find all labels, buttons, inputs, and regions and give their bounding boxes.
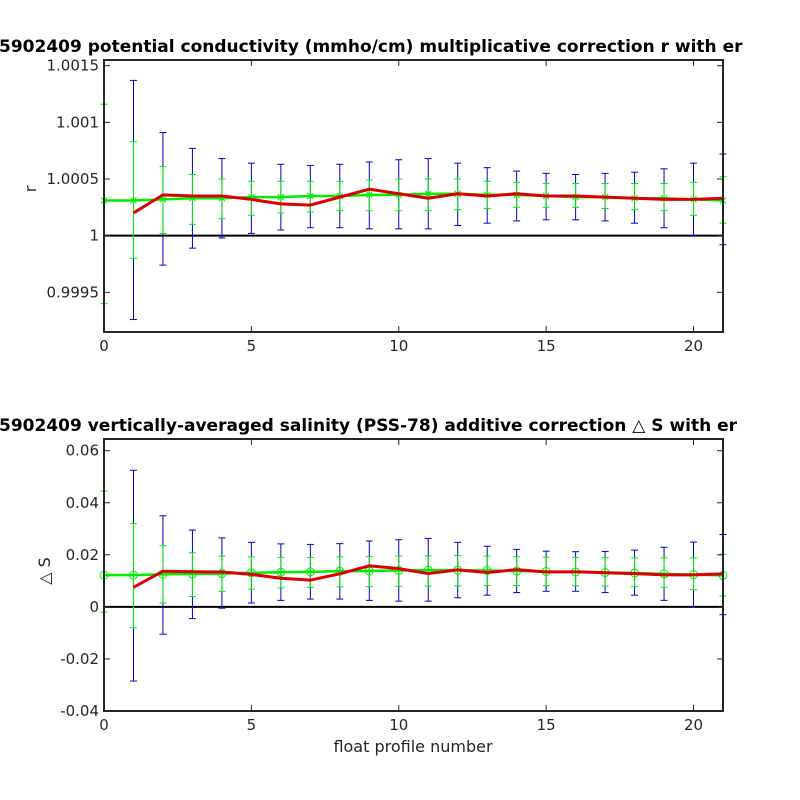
top-series-line [132, 187, 724, 215]
top-point-marker [277, 193, 285, 201]
top-point-marker [365, 191, 373, 199]
bottom-chart-title: 5902409 vertically-averaged salinity (PS… [0, 416, 738, 436]
top-y-axis-label: r [21, 185, 40, 192]
top-point-marker [130, 197, 137, 204]
bottom-axes-box [103, 438, 724, 712]
bottom-plot-area: 0 5 10 15 20 -0.04 -0.02 0 0.02 0.04 0.06 [60, 438, 728, 734]
top-point-marker [306, 192, 314, 200]
bottom-point-marker [305, 567, 315, 577]
top-y-tick-label: 1.0005 [47, 170, 100, 188]
top-x-tick-label: 0 [99, 337, 109, 355]
bottom-x-tick-label: 15 [537, 716, 556, 734]
top-plot-area: 0 5 10 15 20 0.9995 1 1.0005 1.001 1.0015 [47, 57, 727, 355]
bottom-point-marker [187, 569, 197, 579]
bottom-series-2 [132, 564, 724, 589]
bottom-point-marker [482, 565, 492, 575]
bottom-x-tick-label: 5 [247, 716, 257, 734]
top-x-tick-label: 20 [684, 337, 703, 355]
bottom-y-tick-label: 0.02 [66, 546, 99, 564]
bottom-x-tick-label: 0 [99, 716, 109, 734]
top-y-tick-label: 1.0015 [47, 57, 100, 75]
bottom-x-tick-label: 10 [389, 716, 408, 734]
bottom-point-marker [128, 570, 138, 580]
top-x-tick-label: 10 [389, 337, 408, 355]
bottom-y-axis-label: △ S [35, 557, 54, 585]
bottom-plot-background [104, 439, 723, 711]
bottom-y-tick-label: -0.02 [60, 650, 99, 668]
bottom-x-axis-label: float profile number [333, 737, 493, 756]
bottom-y-tick-label: 0.06 [66, 442, 99, 460]
top-point-marker [424, 190, 432, 198]
bottom-point-marker [276, 567, 286, 577]
top-axes-box [103, 59, 724, 333]
top-y-tick-label: 0.9995 [47, 283, 100, 301]
top-y-tick-label: 1 [89, 227, 99, 245]
top-series-2 [132, 187, 724, 215]
top-x-tick-label: 15 [537, 337, 556, 355]
top-chart-title: 5902409 potential conductivity (mmho/cm)… [0, 37, 743, 57]
bottom-y-tick-label: 0.04 [66, 494, 99, 512]
bottom-y-tick-label: -0.04 [60, 702, 99, 720]
top-x-tick-label: 5 [247, 337, 257, 355]
bottom-y-tick-label: 0 [89, 598, 99, 616]
top-y-tick-label: 1.001 [56, 113, 99, 131]
bottom-series-line [132, 564, 724, 589]
bottom-x-tick-label: 20 [684, 716, 703, 734]
